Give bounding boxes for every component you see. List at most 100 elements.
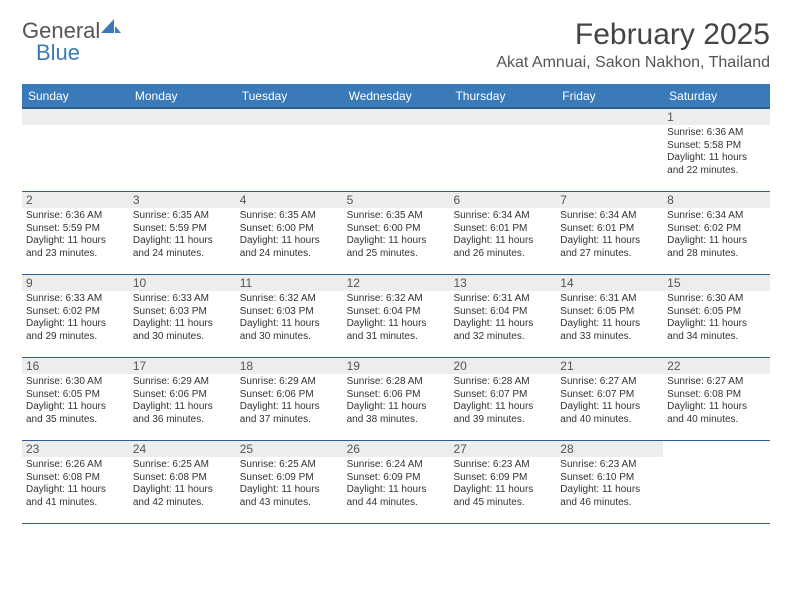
dow-tuesday: Tuesday <box>236 85 343 107</box>
sunrise-text: Sunrise: 6:31 AM <box>560 293 659 306</box>
daylight-text: Daylight: 11 hours and 35 minutes. <box>26 401 125 426</box>
day-cell: 22Sunrise: 6:27 AMSunset: 6:08 PMDayligh… <box>663 358 770 440</box>
sunrise-text: Sunrise: 6:29 AM <box>133 376 232 389</box>
day-number: 7 <box>556 192 663 208</box>
day-body: Sunrise: 6:34 AMSunset: 6:02 PMDaylight:… <box>667 210 766 260</box>
day-number: 23 <box>22 441 129 457</box>
week-row: 1Sunrise: 6:36 AMSunset: 5:58 PMDaylight… <box>22 109 770 192</box>
day-body: Sunrise: 6:32 AMSunset: 6:03 PMDaylight:… <box>240 293 339 343</box>
day-number: 3 <box>129 192 236 208</box>
sunset-text: Sunset: 6:02 PM <box>667 223 766 236</box>
day-cell: 3 Sunrise: 6:35 AMSunset: 5:59 PMDaylight… <box>129 192 236 274</box>
day-cell <box>236 109 343 191</box>
day-cell: 2Sunrise: 6:36 AMSunset: 5:59 PMDaylight… <box>22 192 129 274</box>
daylight-text: Daylight: 11 hours and 29 minutes. <box>26 318 125 343</box>
day-body: Sunrise: 6:27 AMSunset: 6:08 PMDaylight:… <box>667 376 766 426</box>
day-body: Sunrise: 6:30 AMSunset: 6:05 PMDaylight:… <box>667 293 766 343</box>
day-number: 16 <box>22 358 129 374</box>
day-number: 19 <box>343 358 450 374</box>
day-body: Sunrise: 6:35 AMSunset: 6:00 PMDaylight:… <box>347 210 446 260</box>
week-row: 23 Sunrise: 6:26 AMSunset: 6:08 PMDayligh… <box>22 441 770 524</box>
sunset-text: Sunset: 6:06 PM <box>133 389 232 402</box>
day-cell <box>556 109 663 191</box>
sunset-text: Sunset: 6:00 PM <box>240 223 339 236</box>
day-cell <box>663 441 770 523</box>
day-number: 9 <box>22 275 129 291</box>
daylight-text: Daylight: 11 hours and 24 minutes. <box>133 235 232 260</box>
day-body: Sunrise: 6:29 AMSunset: 6:06 PMDaylight:… <box>240 376 339 426</box>
daylight-text: Daylight: 11 hours and 42 minutes. <box>133 484 232 509</box>
day-body: Sunrise: 6:36 AMSunset: 5:59 PMDaylight:… <box>26 210 125 260</box>
day-cell <box>449 109 556 191</box>
sunset-text: Sunset: 5:58 PM <box>667 140 766 153</box>
sunrise-text: Sunrise: 6:34 AM <box>667 210 766 223</box>
day-body: Sunrise: 6:33 AMSunset: 6:03 PMDaylight:… <box>133 293 232 343</box>
sunset-text: Sunset: 6:07 PM <box>453 389 552 402</box>
daylight-text: Daylight: 11 hours and 41 minutes. <box>26 484 125 509</box>
sunrise-text: Sunrise: 6:34 AM <box>560 210 659 223</box>
day-body: Sunrise: 6:25 AMSunset: 6:08 PMDaylight:… <box>133 459 232 509</box>
dow-saturday: Saturday <box>663 85 770 107</box>
day-cell: 23 Sunrise: 6:26 AMSunset: 6:08 PMDayligh… <box>22 441 129 523</box>
weeks-container: 1Sunrise: 6:36 AMSunset: 5:58 PMDaylight… <box>22 109 770 524</box>
sunset-text: Sunset: 6:05 PM <box>667 306 766 319</box>
day-number: 15 <box>663 275 770 291</box>
daylight-text: Daylight: 11 hours and 39 minutes. <box>453 401 552 426</box>
day-body: Sunrise: 6:26 AMSunset: 6:08 PMDaylight:… <box>26 459 125 509</box>
daylight-text: Daylight: 11 hours and 44 minutes. <box>347 484 446 509</box>
daylight-text: Daylight: 11 hours and 23 minutes. <box>26 235 125 260</box>
sunrise-text: Sunrise: 6:24 AM <box>347 459 446 472</box>
daylight-text: Daylight: 11 hours and 45 minutes. <box>453 484 552 509</box>
sunrise-text: Sunrise: 6:29 AM <box>240 376 339 389</box>
daylight-text: Daylight: 11 hours and 46 minutes. <box>560 484 659 509</box>
sunrise-text: Sunrise: 6:36 AM <box>26 210 125 223</box>
sunset-text: Sunset: 6:08 PM <box>667 389 766 402</box>
day-cell: 8Sunrise: 6:34 AMSunset: 6:02 PMDaylight… <box>663 192 770 274</box>
title-block: February 2025 Akat Amnuai, Sakon Nakhon,… <box>496 18 770 72</box>
sunrise-text: Sunrise: 6:23 AM <box>453 459 552 472</box>
daylight-text: Daylight: 11 hours and 40 minutes. <box>560 401 659 426</box>
sunset-text: Sunset: 5:59 PM <box>133 223 232 236</box>
day-cell: 7Sunrise: 6:34 AMSunset: 6:01 PMDaylight… <box>556 192 663 274</box>
day-cell: 21 Sunrise: 6:27 AMSunset: 6:07 PMDayligh… <box>556 358 663 440</box>
sunset-text: Sunset: 6:05 PM <box>26 389 125 402</box>
day-number: 4 <box>236 192 343 208</box>
day-cell: 11Sunrise: 6:32 AMSunset: 6:03 PMDayligh… <box>236 275 343 357</box>
day-cell: 13Sunrise: 6:31 AMSunset: 6:04 PMDayligh… <box>449 275 556 357</box>
sunrise-text: Sunrise: 6:28 AM <box>347 376 446 389</box>
sunset-text: Sunset: 6:09 PM <box>453 472 552 485</box>
day-body: Sunrise: 6:23 AMSunset: 6:09 PMDaylight:… <box>453 459 552 509</box>
day-number: 10 <box>129 275 236 291</box>
day-number: 13 <box>449 275 556 291</box>
day-number: 6 <box>449 192 556 208</box>
day-cell: 28Sunrise: 6:23 AMSunset: 6:10 PMDayligh… <box>556 441 663 523</box>
day-cell: 26Sunrise: 6:24 AMSunset: 6:09 PMDayligh… <box>343 441 450 523</box>
sunset-text: Sunset: 6:00 PM <box>347 223 446 236</box>
sunrise-text: Sunrise: 6:32 AM <box>347 293 446 306</box>
daylight-text: Daylight: 11 hours and 25 minutes. <box>347 235 446 260</box>
day-cell: 12Sunrise: 6:32 AMSunset: 6:04 PMDayligh… <box>343 275 450 357</box>
sunrise-text: Sunrise: 6:25 AM <box>133 459 232 472</box>
day-body: Sunrise: 6:25 AMSunset: 6:09 PMDaylight:… <box>240 459 339 509</box>
day-number: 14 <box>556 275 663 291</box>
week-row: 9 Sunrise: 6:33 AMSunset: 6:02 PMDaylight… <box>22 275 770 358</box>
day-body: Sunrise: 6:27 AMSunset: 6:07 PMDaylight:… <box>560 376 659 426</box>
day-body: Sunrise: 6:34 AMSunset: 6:01 PMDaylight:… <box>453 210 552 260</box>
day-body: Sunrise: 6:28 AMSunset: 6:07 PMDaylight:… <box>453 376 552 426</box>
sunrise-text: Sunrise: 6:30 AM <box>26 376 125 389</box>
sunrise-text: Sunrise: 6:35 AM <box>240 210 339 223</box>
sunrise-text: Sunrise: 6:35 AM <box>133 210 232 223</box>
sunrise-text: Sunrise: 6:33 AM <box>26 293 125 306</box>
day-body: Sunrise: 6:33 AMSunset: 6:02 PMDaylight:… <box>26 293 125 343</box>
day-number-empty <box>449 109 556 125</box>
sunrise-text: Sunrise: 6:34 AM <box>453 210 552 223</box>
day-number: 25 <box>236 441 343 457</box>
day-body: Sunrise: 6:24 AMSunset: 6:09 PMDaylight:… <box>347 459 446 509</box>
brand-word-2: Blue <box>36 40 80 66</box>
day-number: 24 <box>129 441 236 457</box>
sunrise-text: Sunrise: 6:28 AM <box>453 376 552 389</box>
daylight-text: Daylight: 11 hours and 30 minutes. <box>133 318 232 343</box>
day-number: 21 <box>556 358 663 374</box>
day-cell <box>22 109 129 191</box>
day-cell: 25 Sunrise: 6:25 AMSunset: 6:09 PMDayligh… <box>236 441 343 523</box>
